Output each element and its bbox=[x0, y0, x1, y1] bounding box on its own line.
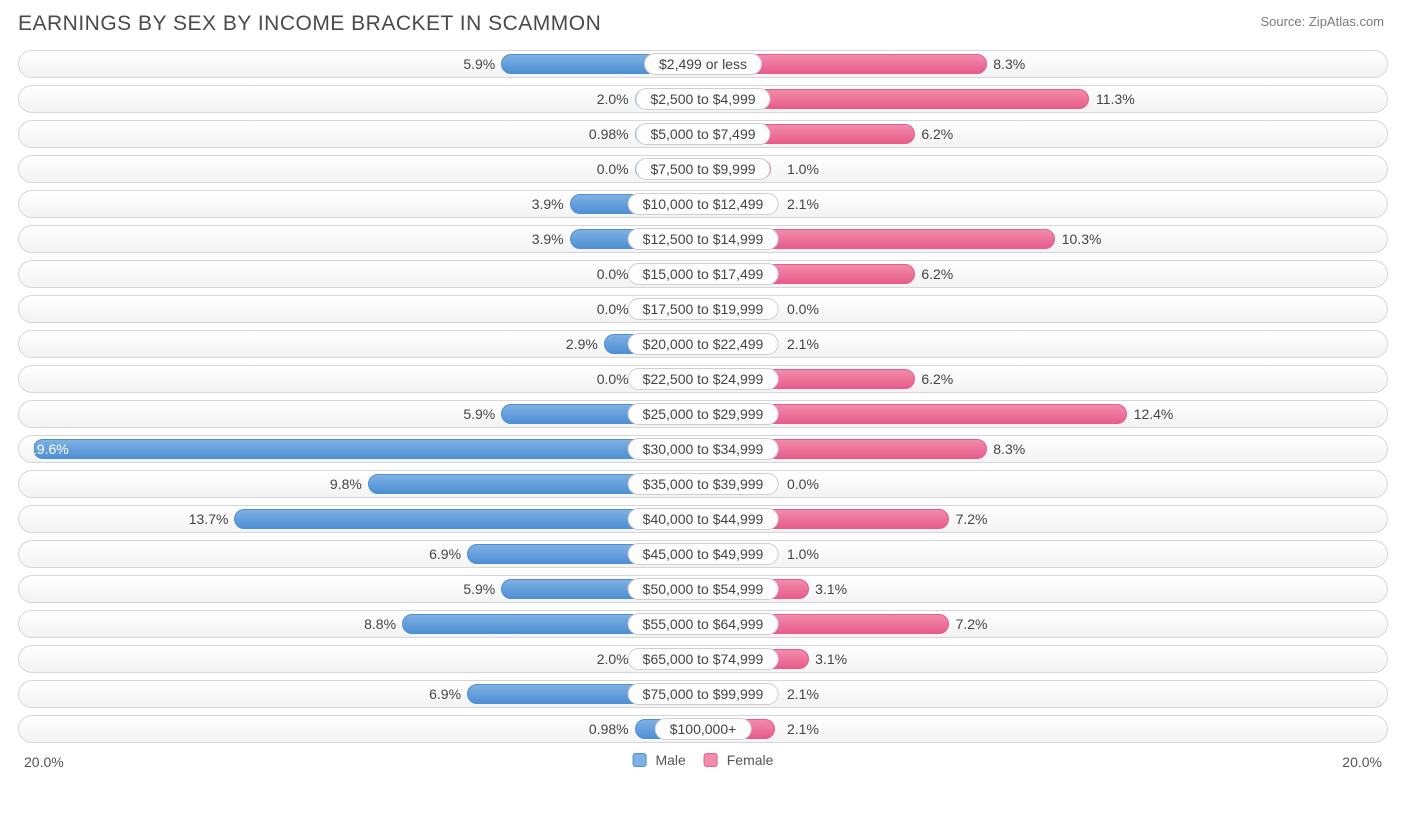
male-value: 3.9% bbox=[532, 196, 564, 212]
bracket-label: $5,000 to $7,499 bbox=[635, 123, 770, 145]
chart-row: 6.9% 2.1% $75,000 to $99,999 bbox=[18, 680, 1388, 708]
female-value: 0.0% bbox=[787, 476, 819, 492]
chart-row: 19.6% 8.3% $30,000 to $34,999 bbox=[18, 435, 1388, 463]
bracket-label: $45,000 to $49,999 bbox=[628, 543, 779, 565]
bracket-label: $55,000 to $64,999 bbox=[628, 613, 779, 635]
bracket-label: $100,000+ bbox=[655, 718, 752, 740]
chart-row: 5.9% 8.3% $2,499 or less bbox=[18, 50, 1388, 78]
legend: Male Female bbox=[633, 752, 774, 768]
bracket-label: $50,000 to $54,999 bbox=[628, 578, 779, 600]
male-value: 2.0% bbox=[597, 651, 629, 667]
male-value: 9.8% bbox=[330, 476, 362, 492]
male-value: 0.98% bbox=[589, 721, 629, 737]
female-value: 8.3% bbox=[993, 441, 1025, 457]
chart-row: 9.8% 0.0% $35,000 to $39,999 bbox=[18, 470, 1388, 498]
chart-row: 2.9% 2.1% $20,000 to $22,499 bbox=[18, 330, 1388, 358]
source-attribution: Source: ZipAtlas.com bbox=[1260, 14, 1384, 29]
chart-row: 3.9% 10.3% $12,500 to $14,999 bbox=[18, 225, 1388, 253]
female-value: 2.1% bbox=[787, 336, 819, 352]
chart-row: 0.0% 1.0% $7,500 to $9,999 bbox=[18, 155, 1388, 183]
female-value: 1.0% bbox=[787, 546, 819, 562]
male-value: 5.9% bbox=[463, 406, 495, 422]
male-swatch-icon bbox=[633, 753, 647, 767]
bracket-label: $35,000 to $39,999 bbox=[628, 473, 779, 495]
female-value: 0.0% bbox=[787, 301, 819, 317]
chart-row: 0.98% 2.1% $100,000+ bbox=[18, 715, 1388, 743]
male-value: 0.98% bbox=[589, 126, 629, 142]
bracket-label: $20,000 to $22,499 bbox=[628, 333, 779, 355]
chart-row: 3.9% 2.1% $10,000 to $12,499 bbox=[18, 190, 1388, 218]
male-value: 5.9% bbox=[463, 56, 495, 72]
male-value: 6.9% bbox=[429, 686, 461, 702]
bracket-label: $2,500 to $4,999 bbox=[635, 88, 770, 110]
chart-row: 2.0% 3.1% $65,000 to $74,999 bbox=[18, 645, 1388, 673]
chart-row: 5.9% 3.1% $50,000 to $54,999 bbox=[18, 575, 1388, 603]
female-value: 2.1% bbox=[787, 686, 819, 702]
female-value: 7.2% bbox=[956, 616, 988, 632]
chart-row: 8.8% 7.2% $55,000 to $64,999 bbox=[18, 610, 1388, 638]
chart-row: 0.0% 6.2% $22,500 to $24,999 bbox=[18, 365, 1388, 393]
female-value: 6.2% bbox=[921, 266, 953, 282]
chart-row: 5.9% 12.4% $25,000 to $29,999 bbox=[18, 400, 1388, 428]
bracket-label: $10,000 to $12,499 bbox=[628, 193, 779, 215]
female-value: 6.2% bbox=[921, 371, 953, 387]
chart-row: 0.0% 6.2% $15,000 to $17,499 bbox=[18, 260, 1388, 288]
chart-row: 6.9% 1.0% $45,000 to $49,999 bbox=[18, 540, 1388, 568]
legend-female-label: Female bbox=[727, 752, 774, 768]
bracket-label: $40,000 to $44,999 bbox=[628, 508, 779, 530]
bracket-label: $2,499 or less bbox=[644, 53, 762, 75]
male-value: 5.9% bbox=[463, 581, 495, 597]
chart-row: 0.0%0.0%$17,500 to $19,999 bbox=[18, 295, 1388, 323]
bracket-label: $65,000 to $74,999 bbox=[628, 648, 779, 670]
chart-row: 2.0% 11.3% $2,500 to $4,999 bbox=[18, 85, 1388, 113]
female-value: 2.1% bbox=[787, 196, 819, 212]
male-value: 2.0% bbox=[597, 91, 629, 107]
male-value: 6.9% bbox=[429, 546, 461, 562]
bracket-label: $25,000 to $29,999 bbox=[628, 403, 779, 425]
male-value: 0.0% bbox=[597, 371, 629, 387]
male-value: 0.0% bbox=[597, 161, 629, 177]
female-value: 7.2% bbox=[956, 511, 988, 527]
male-value: 13.7% bbox=[189, 511, 229, 527]
bracket-label: $7,500 to $9,999 bbox=[635, 158, 770, 180]
male-value: 3.9% bbox=[532, 231, 564, 247]
legend-male-label: Male bbox=[655, 752, 685, 768]
axis-legend-row: 20.0% 20.0% Male Female bbox=[18, 750, 1388, 778]
male-value: 0.0% bbox=[597, 301, 629, 317]
female-value: 1.0% bbox=[787, 161, 819, 177]
axis-max-left: 20.0% bbox=[24, 754, 64, 770]
male-value: 19.6% bbox=[29, 441, 69, 457]
diverging-bar-chart: 5.9% 8.3% $2,499 or less 2.0% 11.3% $2,500 to… bbox=[18, 50, 1388, 743]
female-value: 8.3% bbox=[993, 56, 1025, 72]
chart-title: EARNINGS BY SEX BY INCOME BRACKET IN SCA… bbox=[18, 12, 1388, 36]
bracket-label: $17,500 to $19,999 bbox=[628, 298, 779, 320]
bracket-label: $75,000 to $99,999 bbox=[628, 683, 779, 705]
male-value: 8.8% bbox=[364, 616, 396, 632]
female-value: 6.2% bbox=[921, 126, 953, 142]
male-value: 0.0% bbox=[597, 266, 629, 282]
female-value: 2.1% bbox=[787, 721, 819, 737]
chart-row: 13.7% 7.2% $40,000 to $44,999 bbox=[18, 505, 1388, 533]
axis-max-right: 20.0% bbox=[1342, 754, 1382, 770]
legend-male: Male bbox=[633, 752, 686, 768]
female-value: 12.4% bbox=[1134, 406, 1174, 422]
male-bar bbox=[33, 439, 703, 459]
female-swatch-icon bbox=[704, 753, 718, 767]
chart-row: 0.98% 6.2% $5,000 to $7,499 bbox=[18, 120, 1388, 148]
bracket-label: $12,500 to $14,999 bbox=[628, 228, 779, 250]
female-value: 3.1% bbox=[815, 581, 847, 597]
female-value: 11.3% bbox=[1096, 91, 1135, 107]
female-value: 3.1% bbox=[815, 651, 847, 667]
male-value: 2.9% bbox=[566, 336, 598, 352]
bracket-label: $22,500 to $24,999 bbox=[628, 368, 779, 390]
bracket-label: $30,000 to $34,999 bbox=[628, 438, 779, 460]
bracket-label: $15,000 to $17,499 bbox=[628, 263, 779, 285]
female-value: 10.3% bbox=[1062, 231, 1102, 247]
legend-female: Female bbox=[704, 752, 774, 768]
